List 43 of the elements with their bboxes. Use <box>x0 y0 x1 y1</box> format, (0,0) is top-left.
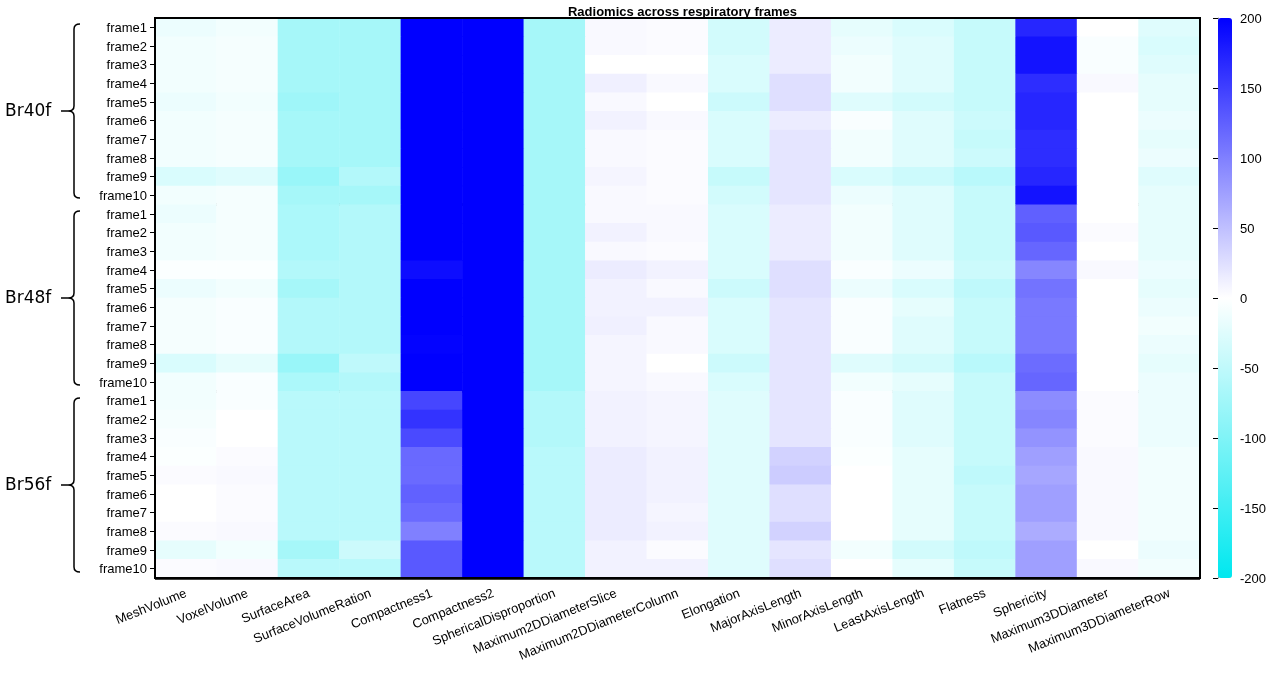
y-tick-label: frame3 <box>106 243 147 259</box>
y-tick-label: frame3 <box>106 430 147 446</box>
chart-title: Radiomics across respiratory frames <box>567 4 798 19</box>
y-tick-label: frame1 <box>106 393 147 409</box>
y-tick-label: frame4 <box>106 75 147 91</box>
color-bar-label: 200 <box>1240 10 1262 26</box>
y-tick-label: frame6 <box>106 486 147 502</box>
color-bar-label: -150 <box>1240 500 1267 516</box>
text: Br48f <box>5 287 52 307</box>
text: Br40f <box>5 100 52 121</box>
y-tick-label: frame9 <box>106 355 147 371</box>
color-bar-label: -50 <box>1240 360 1259 376</box>
y-tick-label: frame10 <box>99 561 147 577</box>
y-tick-label: frame4 <box>106 449 147 465</box>
y-tick-label: frame8 <box>106 337 147 353</box>
color-bar-label: 150 <box>1240 80 1262 96</box>
text: Br56f <box>5 473 52 494</box>
y-tick-label: frame6 <box>106 299 147 315</box>
y-tick-label: frame6 <box>106 113 147 129</box>
y-tick-label: frame3 <box>106 57 147 73</box>
y-tick-label: frame1 <box>106 19 147 35</box>
y-tick-label: frame5 <box>106 467 147 483</box>
y-tick-label: frame4 <box>106 262 147 278</box>
y-tick-label: frame10 <box>99 374 147 390</box>
y-tick-label: frame8 <box>106 523 147 539</box>
y-tick-label: frame8 <box>106 150 147 166</box>
color-bar-label: 0 <box>1240 290 1248 306</box>
color-bar-label: 50 <box>1240 220 1255 236</box>
y-tick-label: frame9 <box>106 542 147 558</box>
y-tick-label: frame7 <box>106 505 147 521</box>
y-tick-label: frame2 <box>106 38 147 54</box>
color-bar-label: -100 <box>1240 430 1267 446</box>
y-tick-label: frame7 <box>106 131 147 147</box>
y-tick-label: frame5 <box>106 281 147 297</box>
color-bar-label: -200 <box>1240 570 1267 586</box>
y-tick-label: frame7 <box>106 318 147 334</box>
y-tick-label: frame2 <box>106 411 147 427</box>
color-bar-label: 100 <box>1240 150 1262 166</box>
y-tick-label: frame2 <box>106 225 147 241</box>
y-tick-label: frame9 <box>106 169 147 185</box>
y-tick-label: frame10 <box>99 187 147 203</box>
y-tick-label: frame1 <box>106 206 147 222</box>
y-tick-label: frame5 <box>106 94 147 110</box>
